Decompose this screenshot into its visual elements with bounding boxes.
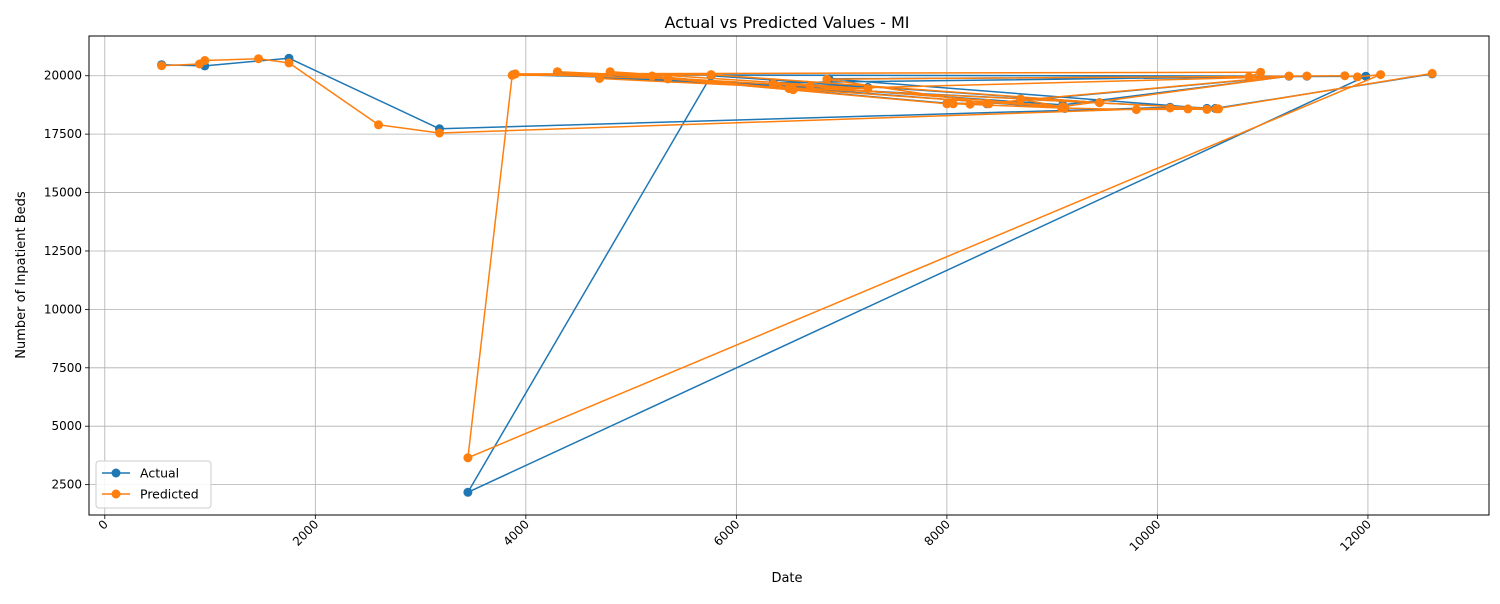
x-tick-label: 2000 [290,517,321,548]
y-tick-label: 12500 [44,244,82,258]
series-line-predicted [161,57,1433,459]
data-point [768,79,778,89]
data-point [1131,105,1141,115]
data-point [1352,72,1362,82]
x-tick-label: 4000 [500,517,531,548]
data-point [1202,104,1212,114]
data-point [1302,71,1312,81]
data-point [1340,71,1350,81]
y-tick-label: 7500 [51,361,82,375]
data-point [942,99,952,109]
x-tick-label: 10000 [1127,517,1164,554]
data-point [1244,72,1254,82]
data-point [605,67,615,77]
plot-frame [88,35,1490,516]
data-point [595,74,604,83]
data-point [200,56,210,65]
data-point [254,54,263,64]
series-predicted [157,54,1437,463]
x-tick-label: 12000 [1337,517,1374,554]
data-point [863,84,873,94]
data-point [1427,68,1437,78]
series-layer [157,53,1437,497]
data-point [706,70,716,80]
y-axis: 2500 5000 7500 10000 12500 15000 17500 20000 [44,69,89,492]
data-point [435,128,444,138]
series-line-actual [161,57,1433,494]
data-point [784,84,794,94]
data-point [1060,103,1070,112]
data-point [805,81,815,91]
data-point [948,99,958,109]
data-point [157,61,167,71]
grid [89,36,1489,515]
data-point [510,69,520,79]
x-tick-label: 8000 [922,517,953,548]
data-point [663,74,673,84]
data-point [284,58,294,68]
data-point [647,71,657,81]
data-point [374,120,383,130]
y-axis-label: Number of Inpatient Beds [14,191,29,359]
x-axis-label: Date [771,571,802,586]
data-point [965,99,975,109]
data-point [1016,94,1026,104]
data-point [822,74,832,84]
data-point [463,487,473,497]
data-point [1284,71,1294,81]
legend-marker [111,489,121,499]
x-axis: 0 2000 4000 6000 8000 10000 12000 [96,515,1374,554]
legend: Actual Predicted [95,460,212,509]
y-tick-label: 10000 [44,302,82,316]
chart-title: Actual vs Predicted Values - MI [664,13,909,32]
y-tick-label: 20000 [44,69,82,83]
legend-marker [111,468,121,478]
data-point [1183,104,1193,114]
y-tick-label: 17500 [44,127,82,141]
data-point [463,453,473,463]
data-point [1095,98,1104,108]
data-point [1211,104,1221,114]
y-tick-label: 5000 [51,419,82,433]
legend-label: Actual [140,466,179,481]
data-point [552,67,562,77]
data-point [1256,67,1266,77]
y-tick-label: 15000 [44,186,82,200]
x-tick-label: 6000 [711,517,742,548]
y-tick-label: 2500 [51,478,82,492]
data-point [982,98,992,108]
data-point [1165,103,1175,113]
data-point [1376,70,1386,80]
legend-label: Predicted [140,487,199,502]
x-tick-label: 0 [96,517,111,532]
